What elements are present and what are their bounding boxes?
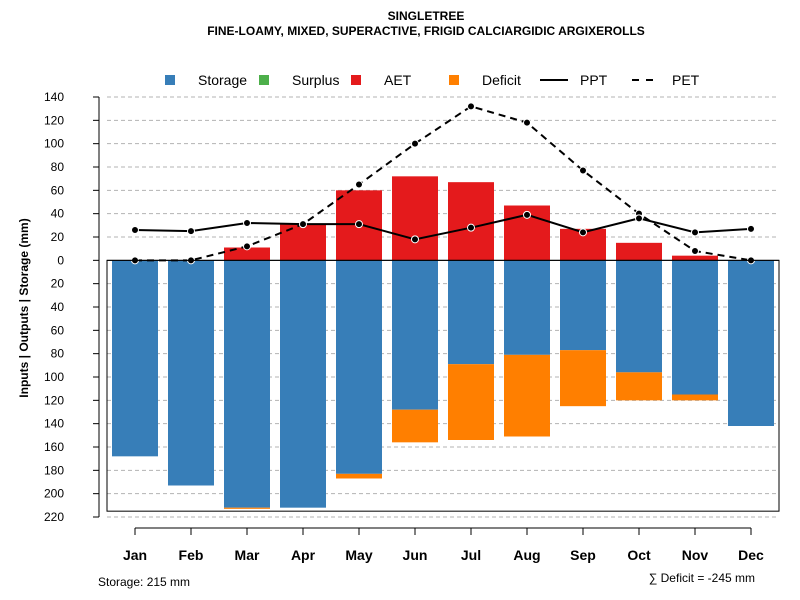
aet-bar	[392, 176, 438, 261]
y-tick-label: 60	[51, 323, 65, 337]
ppt-point	[635, 214, 643, 223]
deficit-bar	[224, 507, 270, 509]
y-tick-label: 20	[51, 277, 65, 291]
ppt-point	[523, 210, 531, 219]
x-tick-label: Dec	[738, 547, 764, 563]
legend-swatch	[259, 75, 269, 85]
legend-label: PPT	[580, 72, 608, 88]
y-tick-label: 60	[51, 183, 65, 197]
pet-point	[467, 102, 475, 111]
storage-note: Storage: 215 mm	[98, 575, 190, 589]
deficit-bar	[336, 473, 382, 479]
x-tick-label: Jul	[461, 547, 481, 563]
y-tick-label: 40	[51, 207, 65, 221]
x-tick-label: Aug	[513, 547, 540, 563]
y-tick-label: 100	[44, 370, 64, 384]
y-tick-label: 140	[44, 417, 64, 431]
y-tick-label: 200	[44, 487, 64, 501]
pet-point	[523, 118, 531, 127]
storage-bar	[280, 260, 326, 508]
x-tick-label: Jan	[123, 547, 147, 563]
storage-bar	[504, 260, 550, 355]
ppt-point	[299, 220, 307, 229]
storage-bar	[448, 260, 494, 365]
legend-label: Surplus	[292, 72, 339, 88]
y-tick-label: 80	[51, 160, 65, 174]
deficit-bar	[672, 394, 718, 401]
series-lines	[131, 102, 755, 265]
pet-point	[243, 242, 251, 251]
ppt-line	[134, 213, 752, 241]
x-tick-label: Apr	[291, 547, 316, 563]
deficit-bar	[616, 372, 662, 401]
ppt-point	[579, 228, 587, 237]
legend-swatch	[449, 75, 459, 85]
ppt-point	[691, 228, 699, 237]
ppt-point	[355, 220, 363, 229]
pet-point	[411, 139, 419, 148]
y-tick-label: 160	[44, 440, 64, 454]
deficit-note: ∑ Deficit = -245 mm	[649, 571, 755, 585]
x-tick-label: Nov	[682, 547, 709, 563]
aet-bar	[224, 247, 270, 261]
y-tick-label: 180	[44, 463, 64, 477]
aet-bar	[616, 242, 662, 261]
pet-point	[579, 166, 587, 175]
deficit-bar	[448, 364, 494, 440]
storage-bar	[392, 260, 438, 410]
x-tick-label: Oct	[627, 547, 651, 563]
y-tick-label: 120	[44, 113, 64, 127]
storage-bar	[672, 260, 718, 395]
y-tick-label: 80	[51, 347, 65, 361]
legend: Storage Surplus AET Deficit PPT PET	[165, 72, 700, 88]
y-tick-label: 220	[44, 510, 64, 524]
ppt-point	[467, 223, 475, 232]
legend-label: AET	[384, 72, 412, 88]
legend-label: Deficit	[482, 72, 521, 88]
ppt-point	[243, 219, 251, 227]
chart-title: SINGLETREE	[388, 9, 465, 23]
storage-bar	[728, 260, 774, 426]
x-tick-label: Feb	[179, 547, 204, 563]
storage-bar	[616, 260, 662, 373]
storage-bar	[560, 260, 606, 351]
storage-bar	[224, 260, 270, 508]
y-tick-label: 140	[44, 90, 64, 104]
y-tick-label: 20	[51, 230, 65, 244]
axes: 1401201008060402002040608010012014016018…	[44, 90, 780, 563]
legend-label: PET	[672, 72, 700, 88]
aet-bar	[672, 255, 718, 261]
legend-swatch	[351, 75, 361, 85]
x-tick-label: Mar	[235, 547, 260, 563]
deficit-bar	[392, 409, 438, 443]
x-tick-label: Sep	[570, 547, 596, 563]
ppt-point	[131, 226, 139, 234]
ppt-point	[747, 224, 755, 233]
y-tick-label: 100	[44, 137, 64, 151]
aet-bar	[448, 182, 494, 261]
chart-subtitle: FINE-LOAMY, MIXED, SUPERACTIVE, FRIGID C…	[207, 24, 645, 38]
pet-point	[355, 180, 363, 189]
bars	[112, 176, 774, 509]
storage-bar	[112, 260, 158, 457]
x-tick-label: May	[345, 547, 372, 563]
deficit-bar	[504, 354, 550, 437]
y-tick-label: 0	[57, 253, 64, 267]
storage-bar	[168, 260, 214, 486]
gridlines	[107, 96, 779, 518]
storage-bar	[336, 260, 382, 474]
y-tick-label: 40	[51, 300, 65, 314]
x-tick-label: Jun	[403, 547, 428, 563]
pet-point	[691, 247, 699, 255]
ppt-point	[411, 235, 419, 244]
legend-swatch	[165, 75, 175, 85]
deficit-bar	[560, 350, 606, 407]
y-tick-label: 120	[44, 393, 64, 407]
y-axis-label: Inputs | Outputs | Storage (mm)	[17, 218, 31, 397]
legend-label: Storage	[198, 72, 247, 88]
ppt-point	[187, 227, 195, 236]
